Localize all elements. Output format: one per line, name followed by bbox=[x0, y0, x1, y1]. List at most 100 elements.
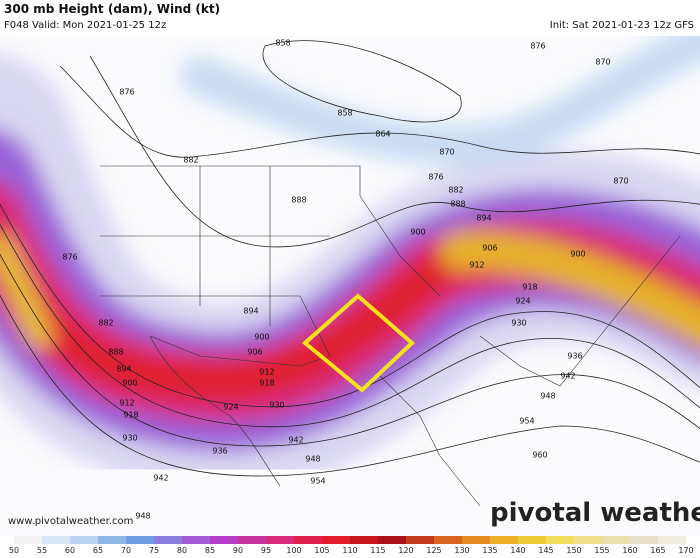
colorbar-label: 105 bbox=[314, 546, 329, 555]
contour-label: 960 bbox=[532, 451, 547, 460]
colorbar-label: 110 bbox=[342, 546, 357, 555]
colorbar-swatch bbox=[518, 536, 547, 544]
colorbar-label: 75 bbox=[149, 546, 159, 555]
contour-label: 882 bbox=[448, 186, 463, 195]
colorbar-swatch bbox=[14, 536, 43, 544]
contour-label: 942 bbox=[288, 436, 303, 445]
colorbar-swatch bbox=[154, 536, 183, 544]
contour-label: 930 bbox=[122, 434, 137, 443]
colorbar-label: 90 bbox=[233, 546, 243, 555]
contour-label: 936 bbox=[567, 352, 582, 361]
colorbar-swatch bbox=[350, 536, 379, 544]
contour-label: 912 bbox=[469, 261, 484, 270]
contour-label: 906 bbox=[247, 348, 262, 357]
contour-label: 930 bbox=[511, 319, 526, 328]
contour-label: 882 bbox=[183, 156, 198, 165]
colorbar-swatch bbox=[378, 536, 407, 544]
colorbar-label: 70 bbox=[121, 546, 131, 555]
valid-time: F048 Valid: Mon 2021-01-25 12z bbox=[4, 20, 167, 31]
colorbar-label: 50 bbox=[9, 546, 19, 555]
colorbar-label: 60 bbox=[65, 546, 75, 555]
contour-label: 870 bbox=[595, 58, 610, 67]
contour-label: 900 bbox=[254, 333, 269, 342]
contour-label: 858 bbox=[275, 39, 290, 48]
colorbar-label: 170 bbox=[678, 546, 693, 555]
contour-label: 948 bbox=[135, 512, 150, 521]
colorbar-swatch bbox=[42, 536, 71, 544]
colorbar-label: 150 bbox=[566, 546, 581, 555]
contour-label: 864 bbox=[375, 130, 390, 139]
colorbar-label: 135 bbox=[482, 546, 497, 555]
colorbar-label: 165 bbox=[650, 546, 665, 555]
colorbar-swatch bbox=[98, 536, 127, 544]
contour-label: 912 bbox=[119, 399, 134, 408]
contour-label: 894 bbox=[476, 214, 491, 223]
contour-label: 924 bbox=[515, 297, 530, 306]
colorbar: 50 55 60 65 70 75 80 85 90 95 100 105 110 115 120 125 13… bbox=[9, 536, 694, 555]
colorbar-swatch bbox=[406, 536, 435, 544]
colorbar-label: 100 bbox=[286, 546, 301, 555]
colorbar-label: 115 bbox=[370, 546, 385, 555]
colorbar-swatch bbox=[238, 536, 267, 544]
contour-label: 900 bbox=[410, 228, 425, 237]
colorbar-swatch bbox=[70, 536, 99, 544]
height-contours bbox=[0, 40, 700, 477]
contour-label: 942 bbox=[153, 474, 168, 483]
contour-label: 876 bbox=[119, 88, 134, 97]
colorbar-swatch bbox=[658, 536, 687, 544]
contour-label: 912 bbox=[259, 368, 274, 377]
contour-label: 906 bbox=[482, 244, 497, 253]
colorbar-label: 145 bbox=[538, 546, 553, 555]
contour-label: 900 bbox=[570, 250, 585, 259]
contour-label: 894 bbox=[116, 365, 131, 374]
contour-label: 888 bbox=[291, 196, 306, 205]
colorbar-swatch bbox=[322, 536, 351, 544]
contour-label: 918 bbox=[123, 411, 138, 420]
contour-label: 936 bbox=[212, 447, 227, 456]
boundaries bbox=[100, 165, 681, 507]
contour-label: 888 bbox=[450, 200, 465, 209]
colorbar-label: 65 bbox=[93, 546, 103, 555]
watermark: pivotal weather bbox=[490, 498, 700, 528]
contour-label: 870 bbox=[439, 148, 454, 157]
contour-label: 858 bbox=[337, 109, 352, 118]
colorbar-swatch bbox=[294, 536, 323, 544]
colorbar-label: 130 bbox=[454, 546, 469, 555]
colorbar-swatch bbox=[630, 536, 659, 544]
contour-label: 930 bbox=[269, 401, 284, 410]
colorbar-label: 160 bbox=[622, 546, 637, 555]
colorbar-swatch bbox=[126, 536, 155, 544]
contour-label: 948 bbox=[540, 392, 555, 401]
contour-label: 876 bbox=[530, 42, 545, 51]
contour-label: 942 bbox=[560, 372, 575, 381]
contour-label: 870 bbox=[613, 177, 628, 186]
colorbar-label: 95 bbox=[261, 546, 271, 555]
init-time: Init: Sat 2021-01-23 12z GFS bbox=[549, 20, 694, 31]
site-url: www.pivotalweather.com bbox=[8, 516, 133, 527]
contour-label: 900 bbox=[122, 379, 137, 388]
colorbar-swatch bbox=[182, 536, 211, 544]
contour-label: 954 bbox=[310, 477, 325, 486]
colorbar-swatch bbox=[266, 536, 295, 544]
colorbar-swatch bbox=[462, 536, 491, 544]
colorbar-swatch bbox=[490, 536, 519, 544]
contour-label: 948 bbox=[305, 455, 320, 464]
colorbar-label: 155 bbox=[594, 546, 609, 555]
colorbar-swatch bbox=[210, 536, 239, 544]
contour-label: 876 bbox=[62, 253, 77, 262]
colorbar-label: 55 bbox=[37, 546, 47, 555]
colorbar-label: 85 bbox=[205, 546, 215, 555]
contour-label: 882 bbox=[98, 319, 113, 328]
colorbar-label: 140 bbox=[510, 546, 525, 555]
contour-label: 954 bbox=[519, 417, 534, 426]
colorbar-label: 120 bbox=[398, 546, 413, 555]
contour-label: 918 bbox=[259, 379, 274, 388]
map-title: 300 mb Height (dam), Wind (kt) bbox=[4, 2, 221, 16]
contour-label: 894 bbox=[243, 307, 258, 316]
contour-label: 888 bbox=[108, 348, 123, 357]
contour-label: 918 bbox=[522, 283, 537, 292]
colorbar-swatch bbox=[602, 536, 631, 544]
map: 858 876 870 858 864 876 882 870 876 870 888 882 888 8… bbox=[0, 36, 700, 536]
colorbar-label: 125 bbox=[426, 546, 441, 555]
